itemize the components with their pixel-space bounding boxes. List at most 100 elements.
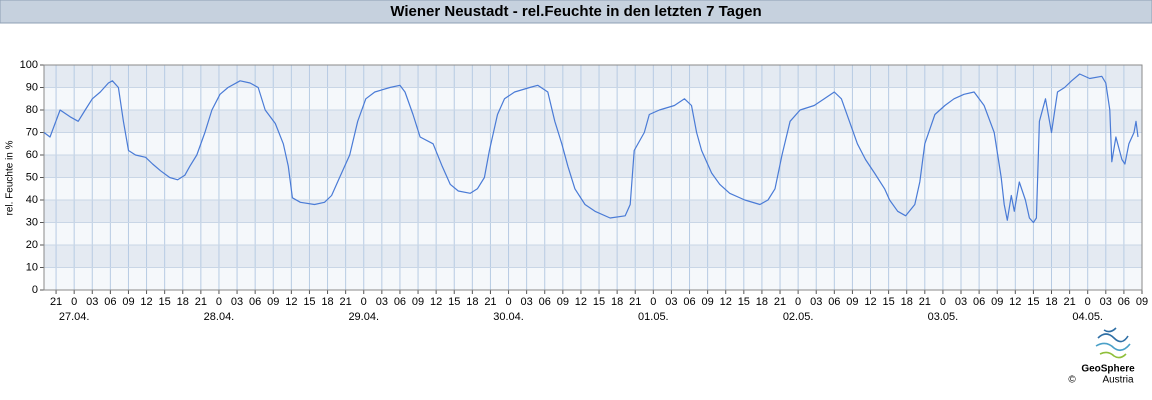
grid-band: [44, 110, 1142, 133]
logo-copyright: ©: [1068, 375, 1076, 386]
data-line: [43, 73, 1139, 224]
x-tick-label: 03: [231, 296, 243, 308]
y-tick-label: 0: [32, 284, 38, 296]
x-tick-label: 12: [575, 296, 587, 308]
x-tick-label: 12: [285, 296, 297, 308]
y-tick-label: 40: [26, 194, 38, 206]
x-tick-label: 03: [1100, 296, 1112, 308]
x-tick-label: 15: [593, 296, 605, 308]
x-tick-label: 18: [1045, 296, 1057, 308]
date-label: 04.05.: [1072, 311, 1103, 323]
x-tick-label: 06: [1118, 296, 1130, 308]
x-tick-label: 21: [484, 296, 496, 308]
x-tick-label: 03: [86, 296, 98, 308]
x-tick-label: 18: [756, 296, 768, 308]
grid-band: [44, 87, 1142, 110]
date-label: 28.04.: [204, 311, 235, 323]
x-tick-label: 12: [140, 296, 152, 308]
x-tick-label: 0: [361, 296, 367, 308]
date-label: 29.04.: [348, 311, 379, 323]
grid-band: [44, 222, 1142, 245]
date-label: 03.05.: [928, 311, 959, 323]
grid-band: [44, 200, 1142, 223]
chart-title: Wiener Neustadt - rel.Feuchte in den let…: [390, 3, 761, 20]
x-tick-label: 09: [991, 296, 1003, 308]
logo-sub: Austria: [1102, 375, 1134, 386]
x-tick-label: 06: [683, 296, 695, 308]
logo-icon: [1095, 327, 1131, 359]
grid-band: [44, 155, 1142, 178]
x-tick-label: 21: [195, 296, 207, 308]
y-tick-label: 30: [26, 216, 38, 228]
date-label: 30.04.: [493, 311, 524, 323]
date-label: 27.04.: [59, 311, 90, 323]
x-tick-label: 18: [611, 296, 623, 308]
x-tick-label: 03: [665, 296, 677, 308]
y-tick-label: 80: [26, 104, 38, 116]
y-tick-label: 100: [20, 59, 38, 71]
date-label: 01.05.: [638, 311, 669, 323]
x-tick-label: 06: [104, 296, 116, 308]
x-tick-label: 0: [940, 296, 946, 308]
y-tick-label: 10: [26, 261, 38, 273]
x-tick-label: 09: [122, 296, 134, 308]
title-bar: [0, 0, 1152, 24]
x-tick-label: 18: [177, 296, 189, 308]
x-tick-label: 0: [650, 296, 656, 308]
x-tick-label: 18: [321, 296, 333, 308]
x-tick-label: 15: [882, 296, 894, 308]
grid-band: [44, 132, 1142, 155]
x-tick-label: 03: [376, 296, 388, 308]
x-tick-label: 12: [720, 296, 732, 308]
y-tick-label: 60: [26, 149, 38, 161]
x-tick-label: 03: [521, 296, 533, 308]
x-tick-label: 09: [412, 296, 424, 308]
x-tick-label: 09: [1136, 296, 1148, 308]
x-tick-label: 18: [466, 296, 478, 308]
y-tick-label: 70: [26, 126, 38, 138]
logo-name: GeoSphere: [1081, 364, 1135, 375]
grid-band: [44, 245, 1142, 268]
x-tick-label: 09: [702, 296, 714, 308]
y-tick-label: 90: [26, 81, 38, 93]
x-tick-label: 03: [810, 296, 822, 308]
x-tick-label: 21: [919, 296, 931, 308]
y-axis-label: rel. Feuchte in %: [5, 140, 16, 215]
x-tick-label: 0: [1085, 296, 1091, 308]
x-tick-label: 18: [901, 296, 913, 308]
x-tick-label: 21: [629, 296, 641, 308]
date-label: 02.05.: [783, 311, 814, 323]
x-tick-label: 15: [1027, 296, 1039, 308]
x-tick-label: 06: [394, 296, 406, 308]
y-tick-label: 20: [26, 239, 38, 251]
plot-area: 0 10 20 30 40 50 60 70 80 90 100 21 0 03 06 09 12 15 18 21 0…: [20, 59, 1148, 323]
x-tick-label: 09: [267, 296, 279, 308]
x-tick-label: 21: [50, 296, 62, 308]
x-tick-label: 15: [159, 296, 171, 308]
x-tick-label: 09: [557, 296, 569, 308]
x-tick-label: 21: [1063, 296, 1075, 308]
x-tick-label: 06: [249, 296, 261, 308]
x-tick-label: 15: [303, 296, 315, 308]
x-tick-label: 21: [774, 296, 786, 308]
plot-frame: [43, 64, 1143, 291]
x-tick-label: 06: [828, 296, 840, 308]
x-tick-label: 12: [864, 296, 876, 308]
x-tick-label: 12: [430, 296, 442, 308]
x-tick-label: 0: [71, 296, 77, 308]
grid-band: [44, 177, 1142, 200]
x-tick-label: 06: [539, 296, 551, 308]
x-tick-label: 06: [973, 296, 985, 308]
x-tick-label: 0: [505, 296, 511, 308]
x-tick-label: 03: [955, 296, 967, 308]
x-tick-label: 0: [216, 296, 222, 308]
x-tick-label: 12: [1009, 296, 1021, 308]
grid-band: [44, 65, 1142, 88]
x-tick-label: 21: [340, 296, 352, 308]
x-tick-label: 09: [846, 296, 858, 308]
x-tick-label: 0: [795, 296, 801, 308]
grid-band: [44, 267, 1142, 290]
x-tick-label: 15: [738, 296, 750, 308]
x-tick-label: 15: [448, 296, 460, 308]
